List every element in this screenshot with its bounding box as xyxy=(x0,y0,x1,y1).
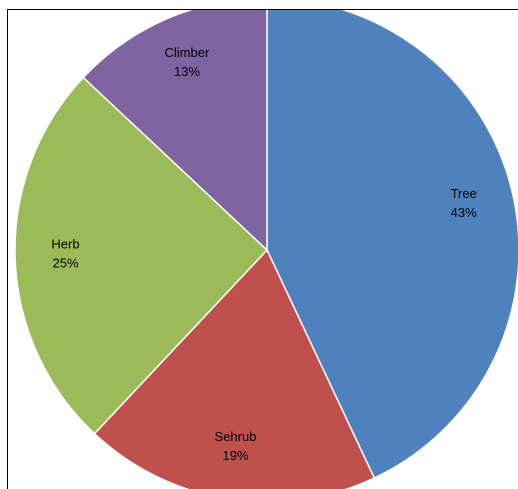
pie-slice-climber xyxy=(82,10,268,252)
slice-label-tree: Tree 43% xyxy=(451,186,478,220)
chart-area: Tree 43% Sehrub 19% Herb 25% Climber 13% xyxy=(7,9,518,489)
pie-slice-sehrub xyxy=(93,248,376,489)
slice-label-climber: Climber 13% xyxy=(165,45,210,79)
pie-chart: Tree 43% Sehrub 19% Herb 25% Climber 13% xyxy=(14,10,518,489)
slice-label-name: Tree xyxy=(451,186,477,201)
slice-label-value: 13% xyxy=(174,64,200,79)
pie-slice-tree xyxy=(266,10,518,480)
slice-label-sehrub: Sehrub 19% xyxy=(215,429,257,463)
slice-label-value: 43% xyxy=(451,205,477,220)
slice-label-name: Sehrub xyxy=(215,429,257,444)
slice-label-value: 19% xyxy=(222,448,248,463)
slice-label-name: Climber xyxy=(165,45,210,60)
slice-label-name: Herb xyxy=(51,236,79,251)
slice-label-herb: Herb 25% xyxy=(51,236,79,270)
slice-label-value: 25% xyxy=(52,255,78,270)
pie-slice-herb xyxy=(14,76,269,435)
